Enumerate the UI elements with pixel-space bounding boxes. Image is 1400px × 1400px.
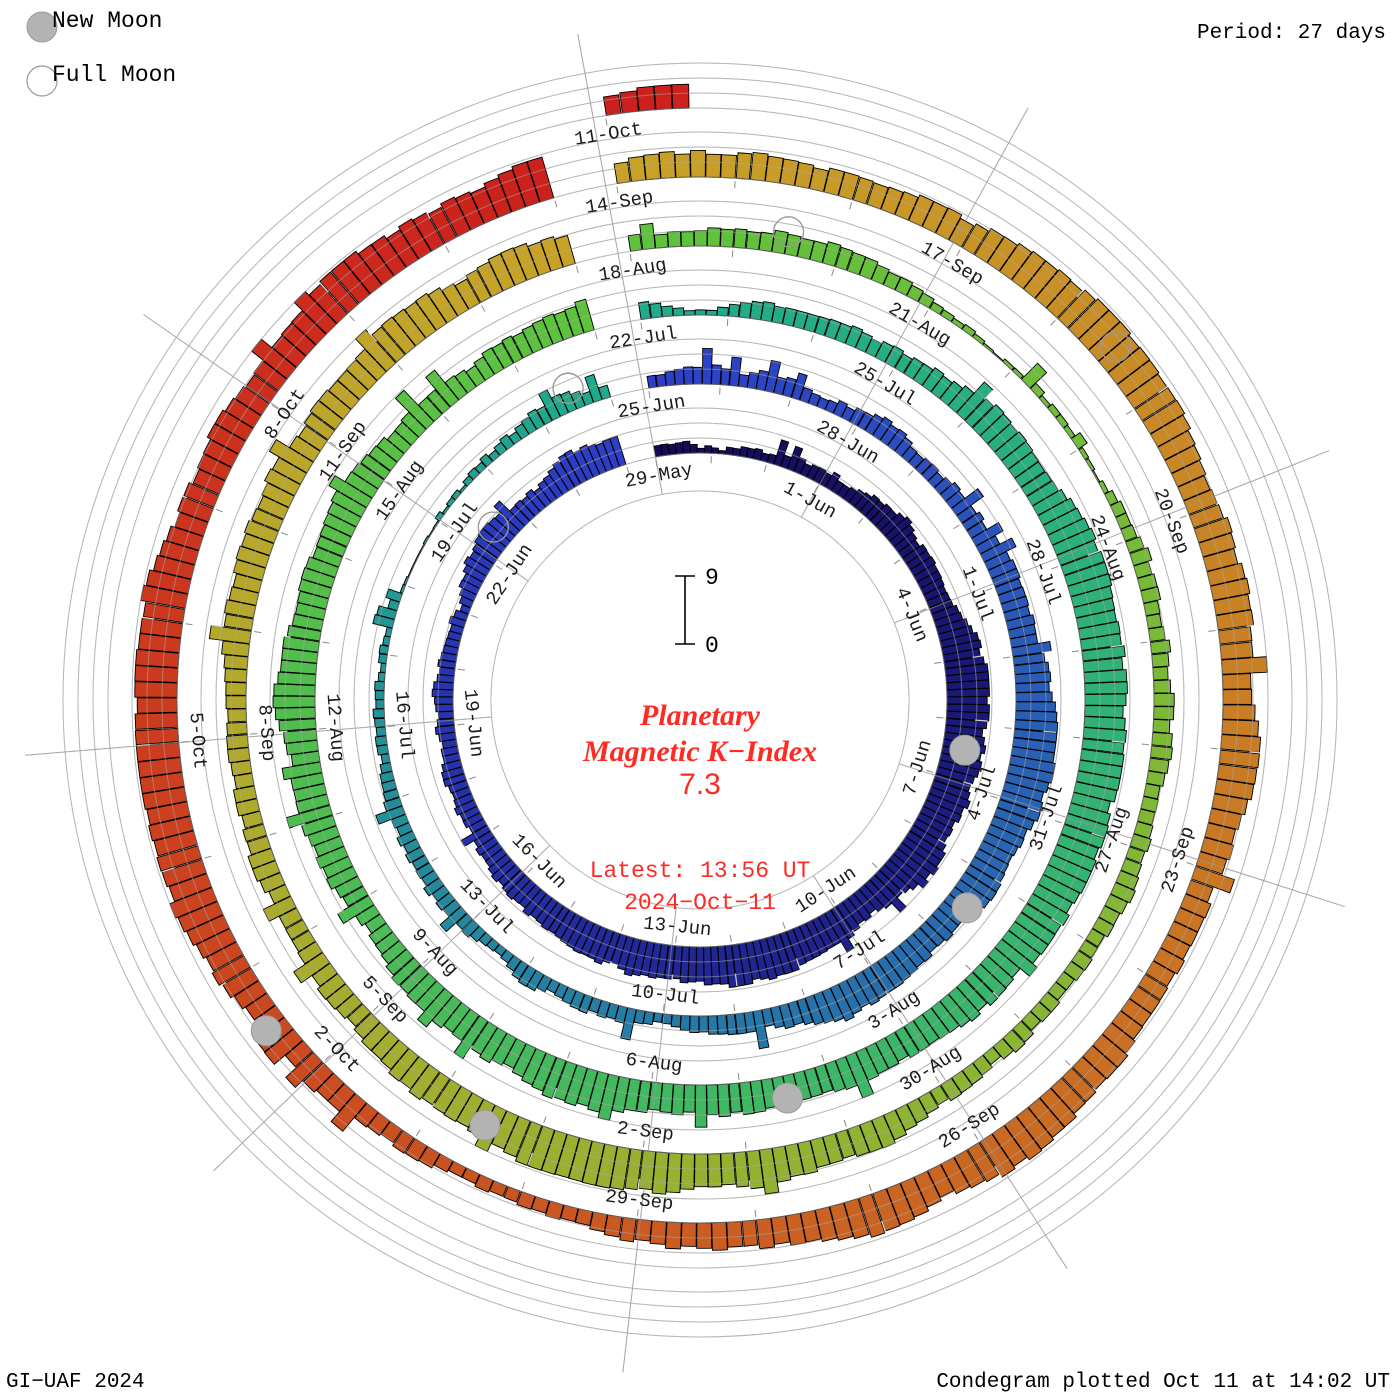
svg-text:0: 0 (705, 633, 719, 659)
svg-text:25-Jun: 25-Jun (616, 391, 687, 424)
svg-text:29-May: 29-May (623, 459, 694, 493)
svg-text:12-Aug: 12-Aug (321, 693, 348, 763)
svg-text:2-Sep: 2-Sep (616, 1117, 675, 1146)
svg-text:11-Oct: 11-Oct (573, 118, 644, 151)
svg-text:10-Jul: 10-Jul (630, 980, 701, 1010)
svg-text:5-Oct: 5-Oct (184, 712, 211, 771)
svg-text:22-Jul: 22-Jul (608, 322, 679, 354)
svg-text:6-Aug: 6-Aug (624, 1049, 683, 1078)
svg-text:18-Aug: 18-Aug (597, 254, 668, 286)
svg-text:21-Aug: 21-Aug (885, 298, 955, 352)
svg-text:14-Sep: 14-Sep (584, 186, 655, 219)
svg-text:16-Jul: 16-Jul (390, 690, 418, 760)
svg-text:9: 9 (705, 568, 719, 591)
svg-text:8-Sep: 8-Sep (253, 704, 279, 763)
svg-text:19-Jun: 19-Jun (459, 688, 488, 758)
